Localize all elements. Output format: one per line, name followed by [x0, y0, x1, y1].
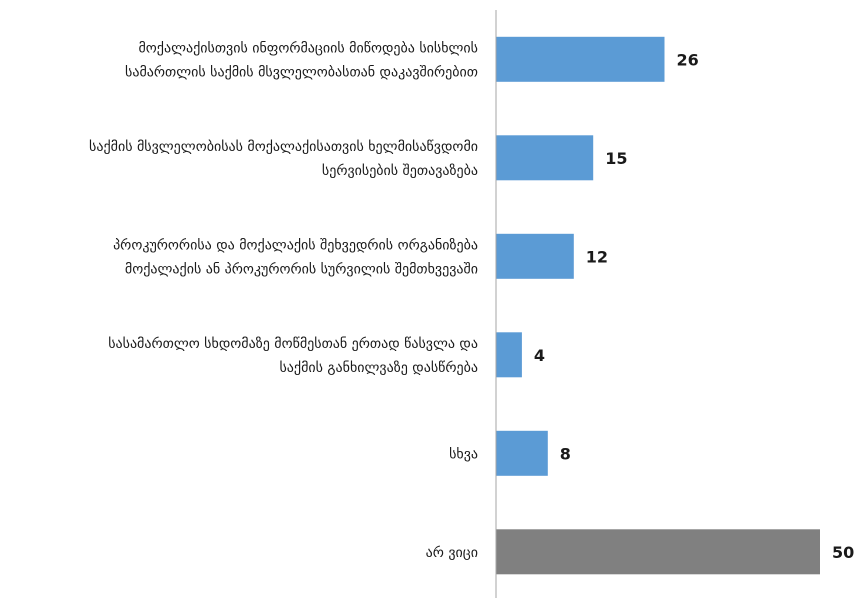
category-label-3-line-1: პროკურორისა და მოქალაქის შეხვედრის ორგან… — [113, 236, 478, 253]
category-label-2-line-2: სერვისების შეთავაზება — [322, 162, 478, 179]
bar-6 — [496, 529, 820, 575]
value-label-4: 4 — [534, 346, 545, 365]
category-label-6-line-1: არ ვიცი — [426, 544, 478, 561]
value-label-1: 26 — [677, 50, 699, 69]
bar-3 — [496, 233, 574, 279]
category-labels-group: მოქალაქისთვის ინფორმაციის მიწოდება სისხლ… — [89, 39, 478, 561]
category-label-4-line-1: სასამართლო სხდომაზე მოწმესთან ერთად წასვ… — [108, 335, 478, 352]
value-label-5: 8 — [560, 444, 571, 463]
bars-group — [496, 36, 820, 575]
value-labels-group: 26 15 12 4 8 50 — [534, 50, 854, 562]
category-label-2-line-1: საქმის მსვლელობისას მოქალაქისათვის ხელმი… — [89, 139, 478, 155]
bar-5 — [496, 430, 548, 476]
category-label-1-line-1: მოქალაქისთვის ინფორმაციის მიწოდება სისხლ… — [138, 39, 478, 56]
category-label-1-line-2: სამართლის საქმის მსვლელობასთან დაკავშირე… — [125, 63, 478, 80]
category-label-5-line-1: სხვა — [449, 446, 478, 462]
bar-4 — [496, 332, 522, 378]
value-label-6: 50 — [832, 543, 854, 562]
bar-2 — [496, 135, 594, 181]
value-label-2: 15 — [605, 149, 627, 168]
bar-1 — [496, 36, 665, 82]
category-label-3-line-2: მოქალაქის ან პროკურორის სურვილის შემთხვე… — [125, 260, 478, 277]
value-label-3: 12 — [586, 247, 608, 266]
category-label-4-line-2: საქმის განხილვაზე დასწრება — [279, 359, 478, 376]
